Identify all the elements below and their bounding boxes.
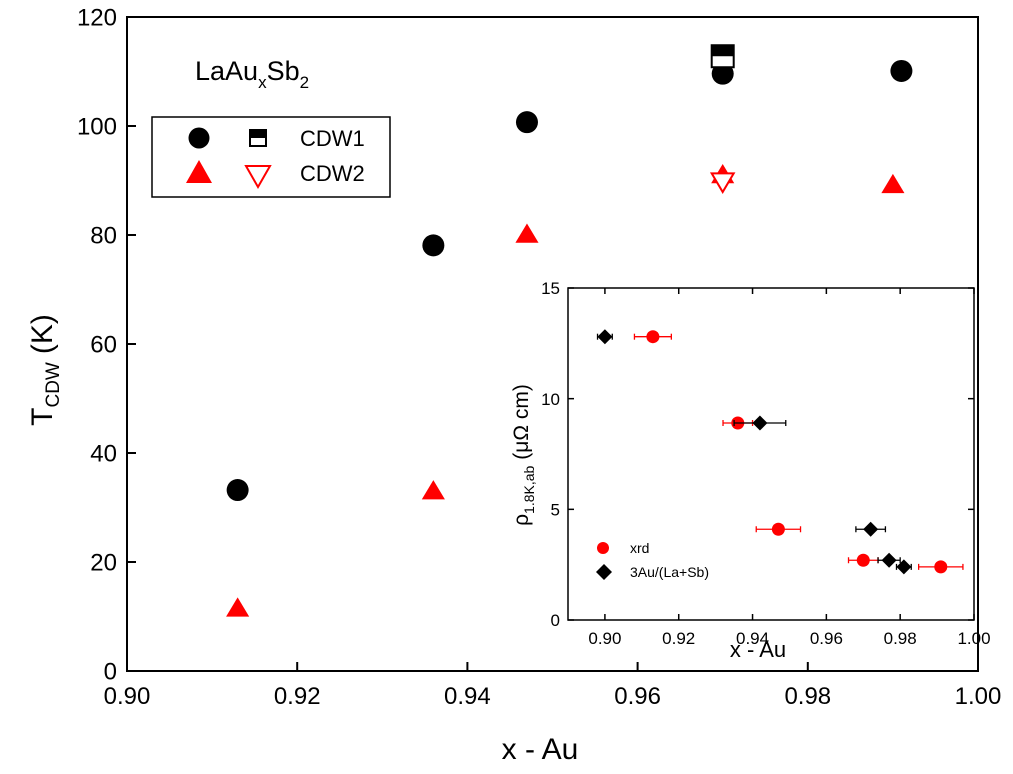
annotation-sub2: 2 bbox=[300, 73, 309, 92]
x-tick-label-4: 0.98 bbox=[784, 683, 831, 710]
y-tick-label-0: 0 bbox=[104, 659, 117, 686]
x-tick-label-1: 0.92 bbox=[274, 683, 321, 710]
main-x-axis-label: x - Au bbox=[502, 733, 579, 766]
inset-legend-ratio-marker bbox=[596, 564, 612, 580]
main-point-s2-1 bbox=[421, 480, 445, 500]
x-tick-label-0: 0.90 bbox=[588, 629, 621, 648]
main-data-points bbox=[226, 44, 913, 617]
x-tick-label-0: 0.90 bbox=[104, 683, 151, 710]
main-y-ticks: 0 20 40 60 80 100 120 bbox=[77, 5, 136, 686]
annotation-sub1: x bbox=[258, 73, 267, 92]
y-tick-label-1: 5 bbox=[551, 500, 560, 519]
main-y-label-subscript: CDW bbox=[43, 362, 64, 407]
x-tick-label-5: 1.00 bbox=[955, 683, 1002, 710]
inset-point-s1-2 bbox=[863, 521, 879, 537]
legend-cdw2-triangle-down-marker bbox=[244, 165, 272, 190]
inset-point-s1-1 bbox=[752, 415, 768, 431]
main-point-s2-4 bbox=[881, 173, 905, 194]
x-tick-label-5: 1.00 bbox=[957, 629, 990, 648]
y-tick-label-2: 10 bbox=[541, 390, 560, 409]
annotation-base2: Sb bbox=[267, 56, 300, 86]
main-point-s2-0 bbox=[226, 597, 250, 617]
legend-cdw2-triangle-up-marker bbox=[186, 160, 212, 183]
main-point-s1-0-fill bbox=[711, 45, 734, 57]
main-point-s1-0 bbox=[710, 44, 735, 69]
main-point-s2-2 bbox=[515, 223, 539, 243]
inset-point-s0-3 bbox=[856, 553, 870, 567]
main-point-s0-2 bbox=[515, 111, 538, 134]
inset-data-points bbox=[596, 329, 964, 575]
inset-background bbox=[568, 288, 974, 620]
main-x-ticks: 0.90 0.92 0.94 0.96 0.98 1.00 bbox=[104, 662, 1002, 710]
y-tick-label-1: 20 bbox=[90, 550, 117, 577]
inset-point-s0-4 bbox=[934, 560, 948, 574]
main-y-label-symbol: T bbox=[26, 408, 59, 426]
main-legend: CDW1 CDW2 bbox=[151, 116, 391, 198]
inset-point-s0-0 bbox=[646, 330, 660, 344]
inset-point-s1-0 bbox=[597, 329, 613, 345]
x-tick-label-2: 0.94 bbox=[736, 629, 769, 648]
inset-point-s0-2 bbox=[771, 522, 785, 536]
inset-y-label-subscript: 1.8K,ab bbox=[521, 465, 537, 513]
legend-cdw2-label: CDW2 bbox=[300, 161, 365, 186]
y-tick-label-0: 0 bbox=[551, 611, 560, 630]
main-point-s3-0 bbox=[709, 172, 736, 195]
main-y-axis-label: TCDW (K) bbox=[26, 314, 64, 426]
x-tick-label-3: 0.96 bbox=[810, 629, 843, 648]
main-point-s0-1 bbox=[422, 234, 445, 257]
main-point-s0-4 bbox=[890, 59, 913, 82]
main-y-label-unit: (K) bbox=[26, 314, 59, 354]
inset-y-ticks: 0 5 10 15 bbox=[541, 279, 974, 630]
y-tick-label-3: 15 bbox=[541, 279, 560, 298]
x-tick-label-3: 0.96 bbox=[614, 683, 661, 710]
composition-annotation: LaAuxSb2 bbox=[195, 56, 309, 92]
inset-legend: xrd 3Au/(La+Sb) bbox=[596, 540, 709, 580]
inset-x-ticks: 0.90 0.92 0.94 0.96 0.98 1.00 bbox=[588, 288, 991, 648]
legend-cdw1-label: CDW1 bbox=[300, 126, 365, 151]
x-tick-label-1: 0.92 bbox=[662, 629, 695, 648]
x-tick-label-4: 0.98 bbox=[884, 629, 917, 648]
inset-y-axis-label: ρ1.8K,ab (μΩ cm) bbox=[510, 384, 537, 526]
legend-cdw1-square-marker bbox=[249, 129, 267, 147]
inset-y-label-unit: (μΩ cm) bbox=[510, 384, 533, 460]
annotation-base1: LaAu bbox=[195, 56, 258, 86]
inset-point-s1-4 bbox=[896, 559, 912, 575]
inset-y-label-symbol: ρ bbox=[510, 514, 533, 526]
inset-point-s1-3 bbox=[881, 552, 897, 568]
inset-legend-xrd-label: xrd bbox=[630, 540, 649, 556]
legend-cdw1-circle-marker bbox=[188, 127, 210, 149]
inset-x-axis-label: x - Au bbox=[730, 637, 786, 662]
y-tick-label-3: 60 bbox=[90, 332, 117, 359]
inset-plot-frame bbox=[567, 287, 975, 621]
main-point-s0-0 bbox=[226, 479, 249, 502]
y-tick-label-6: 120 bbox=[77, 5, 117, 32]
main-legend-box bbox=[151, 116, 391, 198]
x-tick-label-2: 0.94 bbox=[444, 683, 491, 710]
inset-legend-ratio-label: 3Au/(La+Sb) bbox=[630, 564, 709, 580]
y-tick-label-5: 100 bbox=[77, 114, 117, 141]
inset-legend-xrd-marker bbox=[597, 542, 609, 554]
y-tick-label-4: 80 bbox=[90, 223, 117, 250]
y-tick-label-2: 40 bbox=[90, 441, 117, 468]
